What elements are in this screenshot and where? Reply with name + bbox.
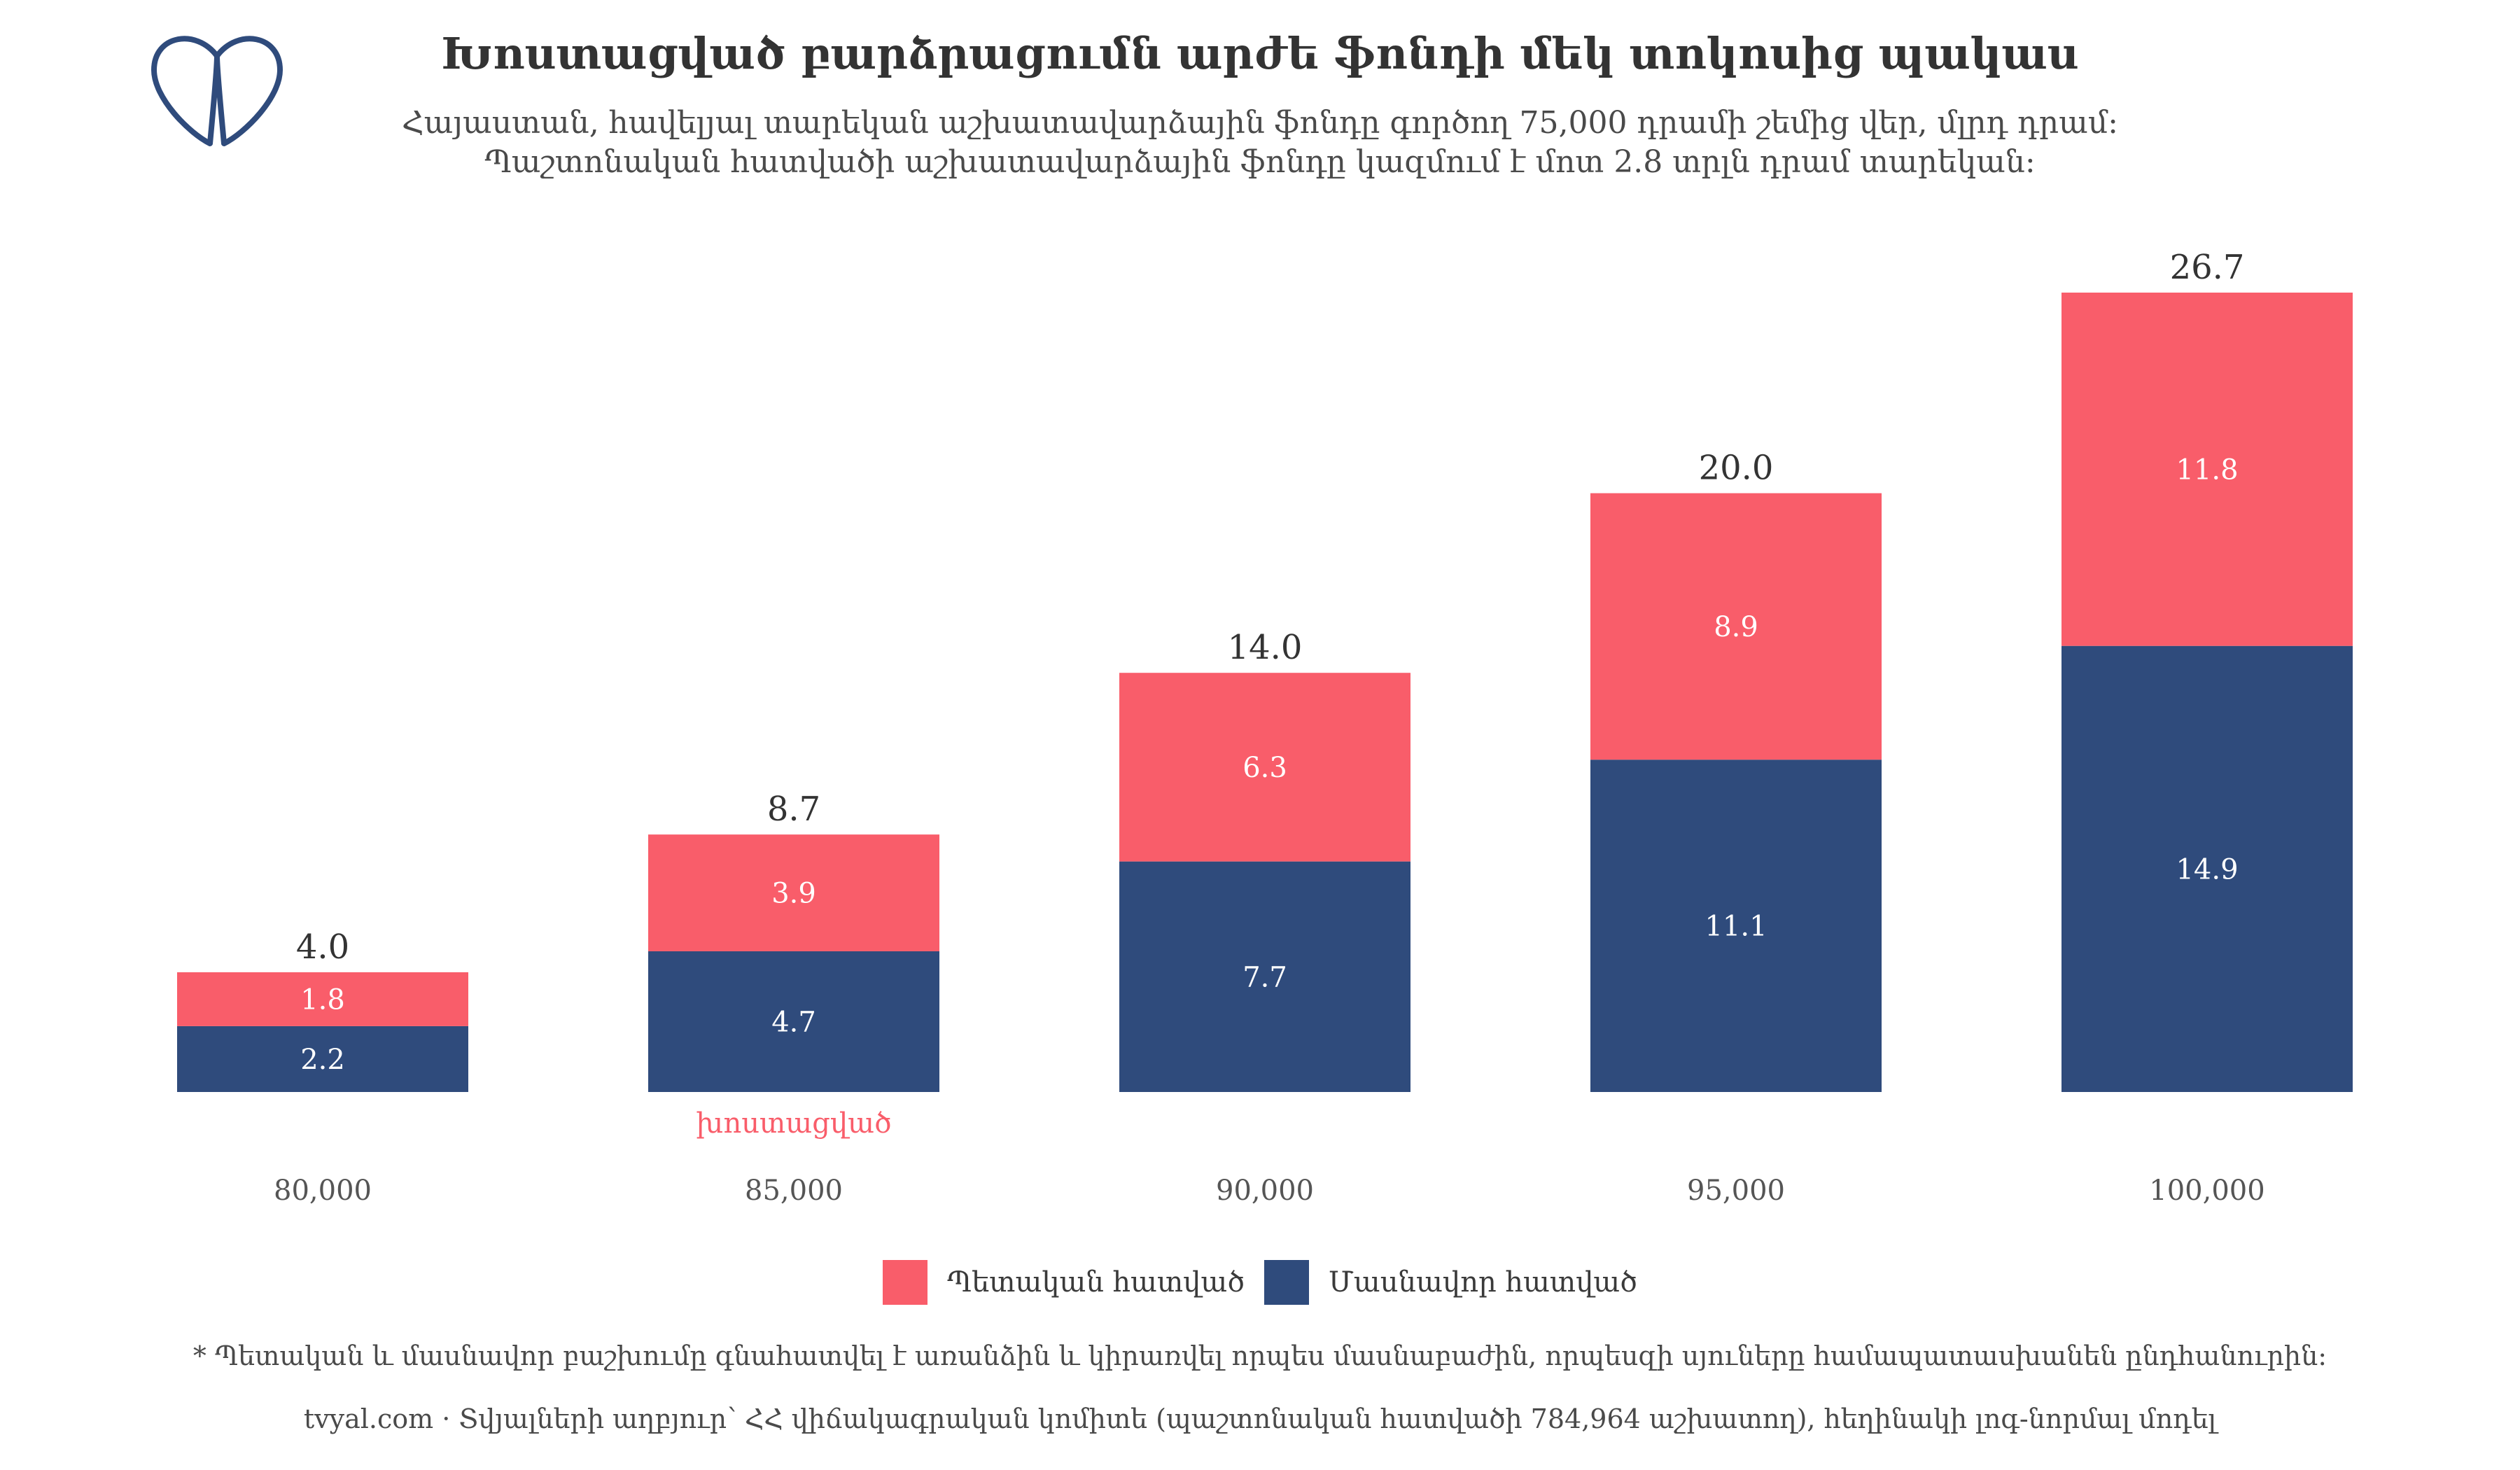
bar-public-1 [177, 972, 468, 1026]
legend-swatch-private [1264, 1260, 1309, 1305]
total-label-5: 26.7 [2170, 248, 2245, 287]
chart-subtitle: Հայաստան, հավելյալ տարեկան աշխատավարձայի… [0, 104, 2520, 182]
tvyal-logo-icon [151, 36, 283, 146]
data-label-public-5: 11.8 [2176, 454, 2238, 486]
x-tick-label-1: 80,000 [274, 1175, 372, 1207]
x-tick-label-4: 95,000 [1687, 1175, 1785, 1207]
bar-private-5 [2062, 645, 2353, 1092]
bar-public-5 [2062, 293, 2353, 646]
chart-footnote: * Պետական և մասնավոր բաշխումը գնահատվել … [192, 1340, 2328, 1371]
bar-private-2 [648, 951, 939, 1092]
data-label-public-4: 8.9 [1714, 611, 1758, 643]
legend-item-private: Մասնավոր հատված [1264, 1260, 1637, 1305]
data-label-private-1: 2.2 [300, 1044, 345, 1076]
x-tick-label-2: 85,000 [745, 1175, 843, 1207]
legend-label-private: Մասնավոր հատված [1328, 1266, 1637, 1298]
x-tick-label-5: 100,000 [2149, 1175, 2264, 1207]
data-label-public-3: 6.3 [1242, 752, 1287, 784]
annotation-label-1: խոստացված [696, 1107, 891, 1140]
chart-source: tvyal.com · Տվյալների աղբյուր՝ ՀՀ վիճակա… [303, 1404, 2217, 1434]
chart-title: Խոստացված բարձրացումն արժե ֆոնդի մեկ տոկ… [441, 28, 2079, 79]
bar-public-3 [1119, 673, 1410, 862]
total-label-4: 20.0 [1699, 449, 1774, 488]
data-label-private-2: 4.7 [771, 1006, 816, 1038]
data-label-private-5: 14.9 [2176, 853, 2238, 886]
bar-public-4 [1590, 493, 1882, 760]
total-label-1: 4.0 [296, 927, 349, 967]
bar-private-3 [1119, 861, 1410, 1092]
bar-private-4 [1590, 760, 1882, 1092]
subtitle-line-2: Պաշտոնական հատվածի աշխատավարձային ֆոնդը … [484, 144, 2036, 180]
data-label-private-4: 11.1 [1704, 911, 1767, 943]
x-tick-label-3: 90,000 [1216, 1175, 1314, 1207]
subtitle-line-1: Հայաստան, հավելյալ տարեկան աշխատավարձայի… [402, 105, 2118, 141]
bar-public-2 [648, 834, 939, 951]
legend-swatch-public [883, 1260, 928, 1305]
bar-private-1 [177, 1026, 468, 1092]
data-label-private-3: 7.7 [1242, 961, 1287, 993]
chart-legend: Պետական հատված Մասնավոր հատված [0, 1260, 2520, 1305]
legend-label-public: Պետական հատված [947, 1266, 1245, 1298]
total-label-2: 8.7 [767, 790, 820, 829]
stacked-bar-chart: 2.2 1.8 4.0 80,000 4.7 3.9 8.7 85,000 7.7 6.3 14.0… [177, 248, 2353, 1207]
data-label-public-1: 1.8 [300, 983, 345, 1016]
data-label-public-2: 3.9 [771, 878, 816, 910]
total-label-3: 14.0 [1228, 628, 1303, 667]
legend-item-public: Պետական հատված [883, 1260, 1245, 1305]
